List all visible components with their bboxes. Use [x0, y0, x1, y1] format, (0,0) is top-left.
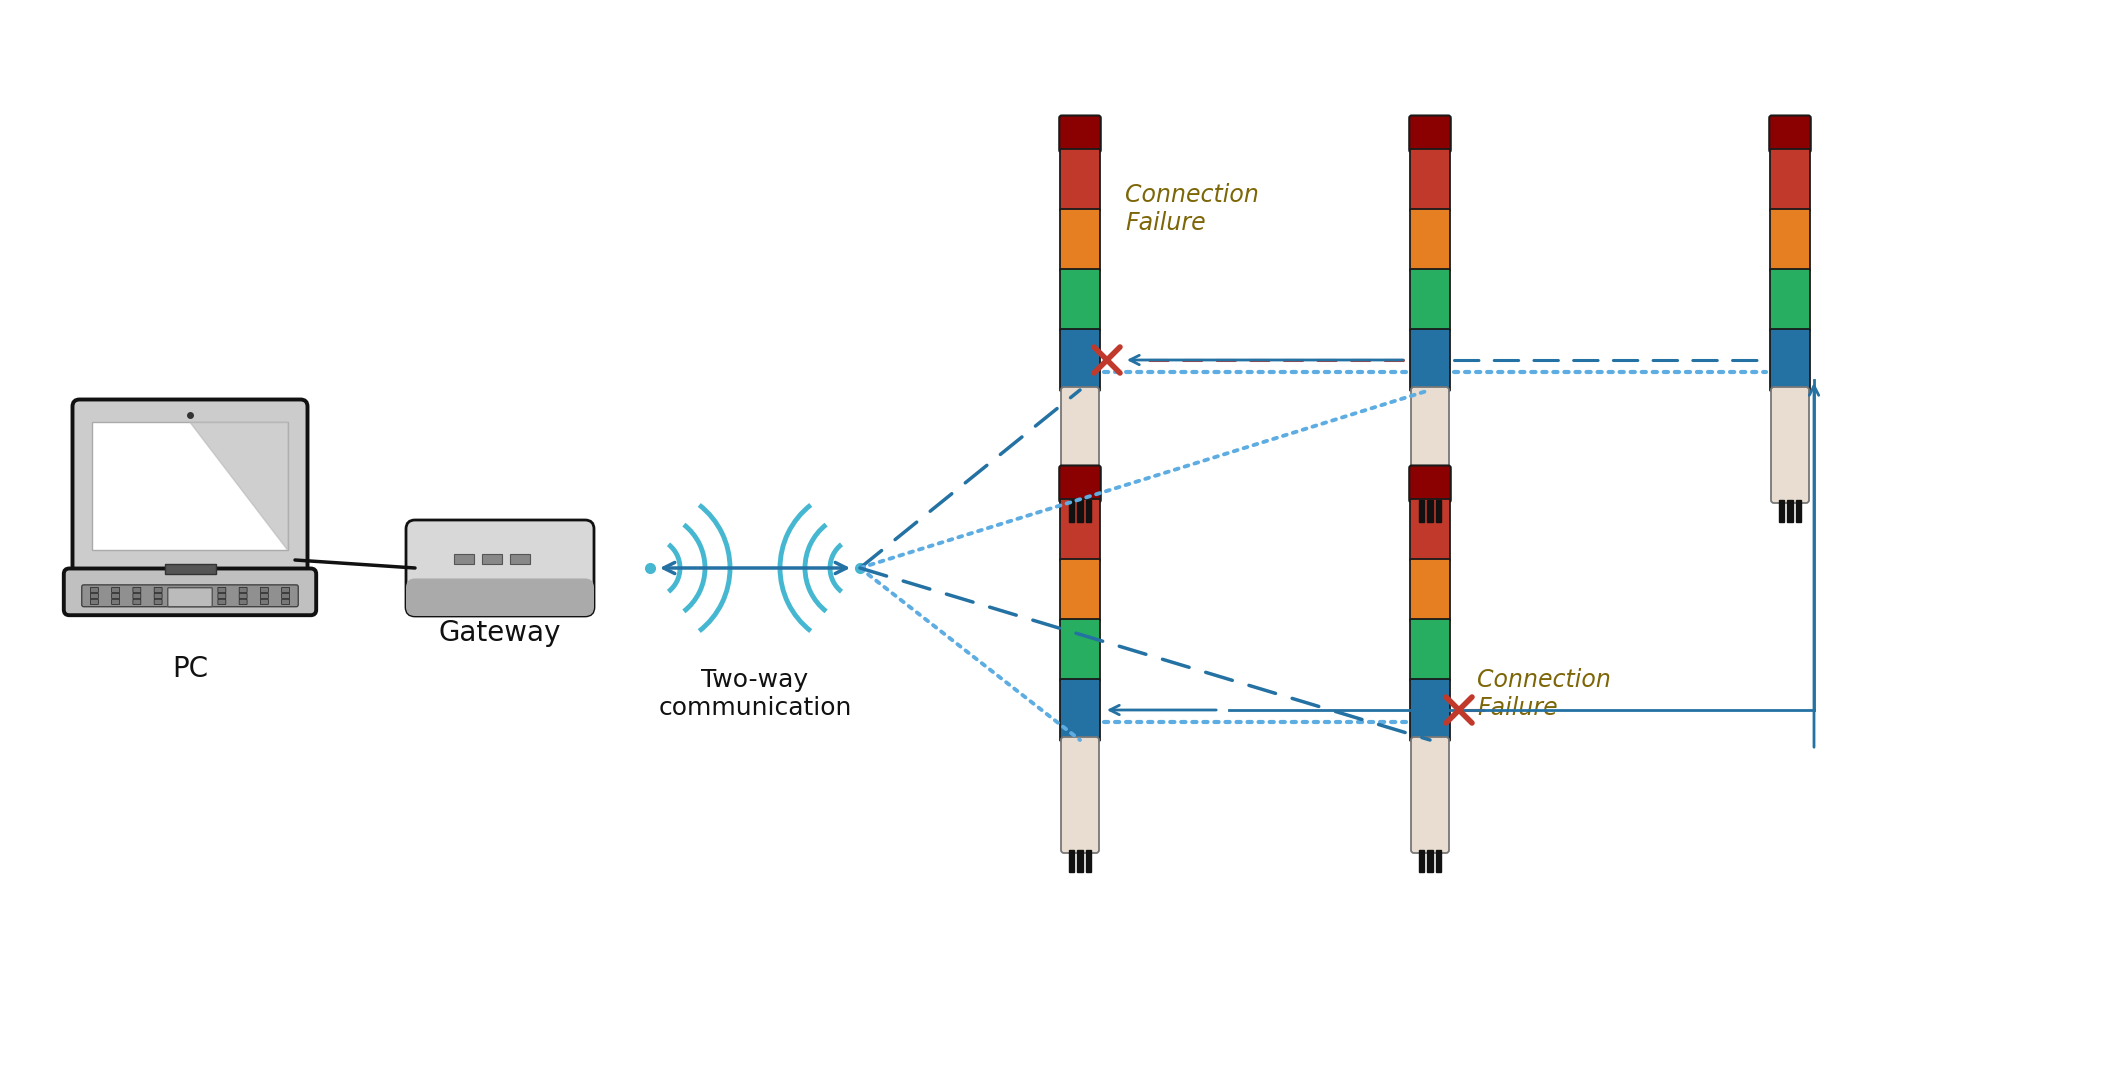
FancyBboxPatch shape: [1060, 499, 1101, 561]
FancyBboxPatch shape: [91, 588, 98, 593]
FancyBboxPatch shape: [1410, 387, 1449, 503]
Bar: [1086, 500, 1090, 522]
Bar: [91, 423, 288, 550]
Bar: [454, 554, 473, 564]
Text: Connection
Failure: Connection Failure: [1476, 668, 1610, 720]
FancyBboxPatch shape: [197, 588, 204, 593]
FancyBboxPatch shape: [1771, 387, 1809, 503]
Bar: [1077, 500, 1082, 522]
Bar: [1436, 500, 1442, 522]
FancyBboxPatch shape: [72, 400, 308, 575]
FancyBboxPatch shape: [1410, 619, 1451, 681]
FancyBboxPatch shape: [1410, 270, 1451, 331]
FancyBboxPatch shape: [1060, 149, 1101, 211]
FancyBboxPatch shape: [112, 599, 119, 605]
FancyBboxPatch shape: [1410, 499, 1451, 561]
FancyBboxPatch shape: [176, 593, 182, 598]
FancyBboxPatch shape: [155, 588, 161, 593]
Bar: [1427, 849, 1434, 872]
Text: Two-way
communication: Two-way communication: [658, 668, 853, 720]
Bar: [1436, 849, 1442, 872]
FancyBboxPatch shape: [218, 599, 225, 605]
FancyBboxPatch shape: [282, 593, 291, 598]
Bar: [1419, 849, 1423, 872]
FancyBboxPatch shape: [1408, 115, 1451, 152]
FancyBboxPatch shape: [176, 599, 182, 605]
FancyBboxPatch shape: [134, 599, 140, 605]
FancyBboxPatch shape: [405, 520, 594, 616]
FancyBboxPatch shape: [1060, 737, 1099, 853]
FancyBboxPatch shape: [1771, 270, 1809, 331]
FancyBboxPatch shape: [112, 588, 119, 593]
FancyBboxPatch shape: [91, 593, 98, 598]
Polygon shape: [191, 423, 288, 550]
FancyBboxPatch shape: [1058, 115, 1101, 152]
FancyBboxPatch shape: [1771, 329, 1809, 391]
FancyBboxPatch shape: [1060, 679, 1101, 741]
Text: PC: PC: [172, 654, 208, 682]
FancyBboxPatch shape: [1060, 209, 1101, 271]
FancyBboxPatch shape: [282, 599, 291, 605]
FancyBboxPatch shape: [1410, 209, 1451, 271]
FancyBboxPatch shape: [155, 593, 161, 598]
Bar: [1788, 500, 1792, 522]
FancyBboxPatch shape: [282, 588, 291, 593]
FancyBboxPatch shape: [1410, 149, 1451, 211]
FancyBboxPatch shape: [1769, 115, 1811, 152]
FancyBboxPatch shape: [261, 588, 269, 593]
FancyBboxPatch shape: [1410, 679, 1451, 741]
FancyBboxPatch shape: [240, 593, 246, 598]
FancyBboxPatch shape: [1060, 559, 1101, 621]
FancyBboxPatch shape: [1410, 329, 1451, 391]
FancyBboxPatch shape: [405, 579, 594, 616]
Bar: [1780, 500, 1784, 522]
FancyBboxPatch shape: [134, 593, 140, 598]
Bar: [1796, 500, 1801, 522]
Bar: [1427, 500, 1434, 522]
FancyBboxPatch shape: [64, 568, 316, 616]
FancyBboxPatch shape: [240, 588, 246, 593]
Bar: [1069, 500, 1073, 522]
FancyBboxPatch shape: [1771, 149, 1809, 211]
FancyBboxPatch shape: [240, 599, 246, 605]
FancyBboxPatch shape: [1410, 737, 1449, 853]
Bar: [481, 554, 503, 564]
FancyBboxPatch shape: [197, 599, 204, 605]
FancyBboxPatch shape: [1408, 466, 1451, 502]
Bar: [165, 564, 216, 573]
Bar: [1086, 849, 1090, 872]
FancyBboxPatch shape: [197, 593, 204, 598]
FancyBboxPatch shape: [1771, 209, 1809, 271]
Bar: [1077, 849, 1082, 872]
FancyBboxPatch shape: [168, 588, 212, 607]
FancyBboxPatch shape: [1060, 619, 1101, 681]
FancyBboxPatch shape: [1410, 559, 1451, 621]
FancyBboxPatch shape: [91, 599, 98, 605]
FancyBboxPatch shape: [155, 599, 161, 605]
Bar: [1419, 500, 1423, 522]
Bar: [509, 554, 530, 564]
FancyBboxPatch shape: [1058, 466, 1101, 502]
FancyBboxPatch shape: [218, 593, 225, 598]
FancyBboxPatch shape: [261, 593, 269, 598]
FancyBboxPatch shape: [112, 593, 119, 598]
Text: Connection
Failure: Connection Failure: [1124, 183, 1260, 235]
FancyBboxPatch shape: [261, 599, 269, 605]
Bar: [1069, 849, 1073, 872]
Text: Gateway: Gateway: [439, 619, 562, 647]
FancyBboxPatch shape: [1060, 387, 1099, 503]
FancyBboxPatch shape: [83, 585, 299, 607]
FancyBboxPatch shape: [176, 588, 182, 593]
FancyBboxPatch shape: [134, 588, 140, 593]
FancyBboxPatch shape: [218, 588, 225, 593]
FancyBboxPatch shape: [1060, 329, 1101, 391]
FancyBboxPatch shape: [1060, 270, 1101, 331]
